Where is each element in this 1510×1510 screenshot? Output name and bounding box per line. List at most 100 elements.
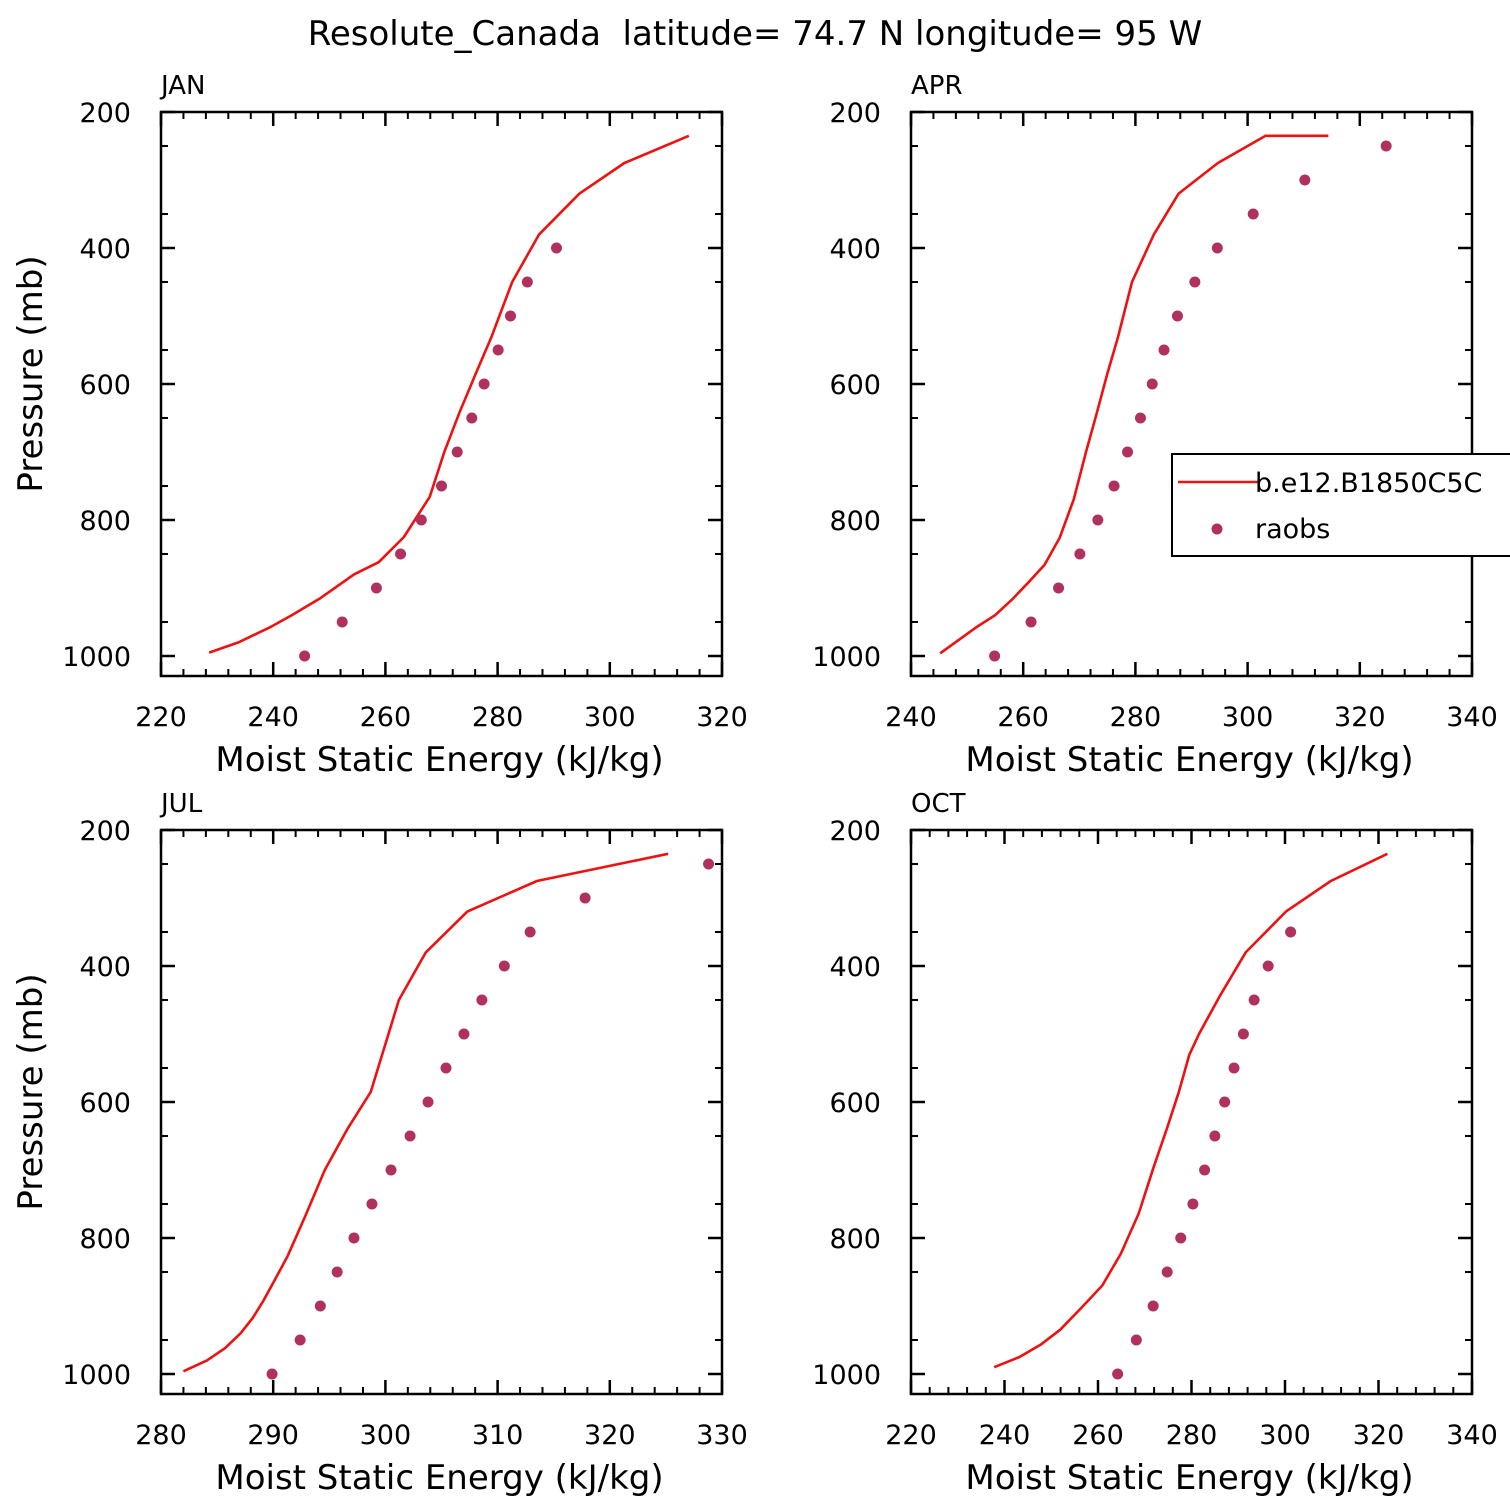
panel-label: OCT bbox=[911, 789, 966, 819]
raobs-point bbox=[395, 548, 407, 560]
raobs-point bbox=[1211, 242, 1223, 254]
y-tick-label: 600 bbox=[829, 370, 881, 401]
raobs-point bbox=[579, 892, 591, 904]
raobs-point bbox=[1092, 514, 1104, 526]
raobs-point bbox=[1112, 1368, 1124, 1380]
raobs-point bbox=[336, 616, 348, 628]
plot-frame bbox=[159, 110, 724, 678]
raobs-point bbox=[1248, 994, 1260, 1006]
raobs-point bbox=[478, 378, 490, 390]
y-tick-label: 400 bbox=[79, 952, 131, 983]
x-tick-label: 280 bbox=[472, 702, 524, 733]
raobs-point bbox=[1161, 1266, 1173, 1278]
x-tick-label: 340 bbox=[1446, 702, 1498, 733]
raobs-point bbox=[1053, 582, 1065, 594]
y-tick-label: 400 bbox=[79, 234, 131, 265]
raobs-point bbox=[348, 1232, 360, 1244]
raobs-point bbox=[331, 1266, 343, 1278]
raobs-point bbox=[505, 310, 517, 322]
raobs-point bbox=[1108, 480, 1120, 492]
x-tick-label: 260 bbox=[997, 702, 1049, 733]
raobs-point bbox=[458, 1028, 470, 1040]
x-tick-label: 320 bbox=[1353, 1420, 1405, 1451]
panel-apr: 240 260 280 300 320 340 200 400 600 800 1000 APR Moi… bbox=[812, 71, 1497, 780]
x-tick-label: 320 bbox=[1334, 702, 1386, 733]
panel-jan: 220 240 260 280 300 320 200 400 600 800 1000 JAN Moi… bbox=[11, 71, 748, 780]
y-tick-label: 400 bbox=[829, 234, 881, 265]
model-line bbox=[993, 852, 1388, 1369]
raobs-point bbox=[1175, 1232, 1187, 1244]
panel-label: JUL bbox=[159, 789, 203, 819]
panel-label: APR bbox=[911, 71, 963, 101]
raobs-point bbox=[498, 960, 510, 972]
y-tick-label: 200 bbox=[79, 98, 131, 129]
raobs-point bbox=[492, 344, 504, 356]
raobs-point bbox=[404, 1130, 416, 1142]
legend-model-label: b.e12.B1850C5C bbox=[1255, 468, 1482, 499]
legend-box bbox=[1171, 453, 1510, 557]
raobs-point bbox=[366, 1198, 378, 1210]
y-tick-label: 1000 bbox=[812, 642, 881, 673]
plot-frame bbox=[159, 828, 724, 1396]
legend-obs-label: raobs bbox=[1255, 514, 1330, 545]
raobs-point bbox=[1146, 378, 1158, 390]
y-tick-label: 800 bbox=[829, 1224, 881, 1255]
raobs-point bbox=[1130, 1334, 1142, 1346]
legend: b.e12.B1850C5C raobs bbox=[1171, 453, 1510, 557]
raobs-point bbox=[1247, 208, 1259, 220]
raobs-point bbox=[436, 480, 447, 492]
y-tick-label: 800 bbox=[79, 1224, 131, 1255]
x-tick-label: 320 bbox=[584, 1420, 636, 1451]
raobs-point bbox=[703, 858, 715, 870]
x-axis-label: Moist Static Energy (kJ/kg) bbox=[215, 1458, 663, 1498]
x-tick-label: 300 bbox=[584, 702, 636, 733]
plot-frame bbox=[909, 110, 1474, 678]
x-tick-label: 280 bbox=[135, 1420, 187, 1451]
x-tick-label: 290 bbox=[247, 1420, 299, 1451]
raobs-point bbox=[1209, 1130, 1221, 1142]
x-tick-label: 220 bbox=[885, 1420, 937, 1451]
raobs-point bbox=[299, 650, 311, 662]
x-axis-label: Moist Static Energy (kJ/kg) bbox=[965, 1458, 1413, 1498]
raobs-point bbox=[266, 1368, 278, 1380]
raobs-point bbox=[1380, 140, 1392, 152]
raobs-point bbox=[1171, 310, 1183, 322]
raobs-point bbox=[1199, 1164, 1211, 1176]
panels: 220 240 260 280 300 320 200 400 600 800 1000 JAN Moi… bbox=[11, 71, 1510, 1498]
model-line bbox=[939, 134, 1329, 655]
y-tick-label: 1000 bbox=[812, 1360, 881, 1391]
raobs-point bbox=[370, 582, 382, 594]
y-tick-label: 1000 bbox=[62, 1360, 131, 1391]
y-tick-label: 400 bbox=[829, 952, 881, 983]
raobs-point bbox=[1147, 1300, 1159, 1312]
x-tick-label: 330 bbox=[696, 1420, 748, 1451]
raobs-point bbox=[1189, 276, 1201, 288]
plot-frame bbox=[909, 828, 1474, 1396]
x-tick-label: 240 bbox=[247, 702, 299, 733]
y-tick-label: 200 bbox=[829, 98, 881, 129]
legend-obs-swatch bbox=[1211, 523, 1223, 535]
x-tick-label: 240 bbox=[885, 702, 937, 733]
x-tick-label: 280 bbox=[1166, 1420, 1218, 1451]
raobs-point bbox=[551, 242, 563, 254]
raobs-point bbox=[476, 994, 488, 1006]
x-tick-label: 300 bbox=[1259, 1420, 1311, 1451]
panel-label: JAN bbox=[159, 71, 205, 101]
raobs-point bbox=[1158, 344, 1170, 356]
raobs-point bbox=[1074, 548, 1086, 560]
raobs-point bbox=[1134, 412, 1146, 424]
y-tick-label: 600 bbox=[79, 370, 131, 401]
y-tick-label: 800 bbox=[79, 506, 131, 537]
x-tick-label: 340 bbox=[1446, 1420, 1498, 1451]
x-tick-label: 280 bbox=[1110, 702, 1162, 733]
y-tick-label: 600 bbox=[829, 1088, 881, 1119]
raobs-point bbox=[1122, 446, 1134, 458]
x-tick-label: 260 bbox=[1072, 1420, 1124, 1451]
x-tick-label: 300 bbox=[1222, 702, 1274, 733]
panel-jul: 280 290 300 310 320 330 200 400 600 800 1000 JUL Moi… bbox=[11, 789, 748, 1498]
x-axis-label: Moist Static Energy (kJ/kg) bbox=[215, 740, 663, 780]
raobs-point bbox=[1237, 1028, 1249, 1040]
model-line bbox=[208, 134, 690, 654]
raobs-point bbox=[989, 650, 1001, 662]
